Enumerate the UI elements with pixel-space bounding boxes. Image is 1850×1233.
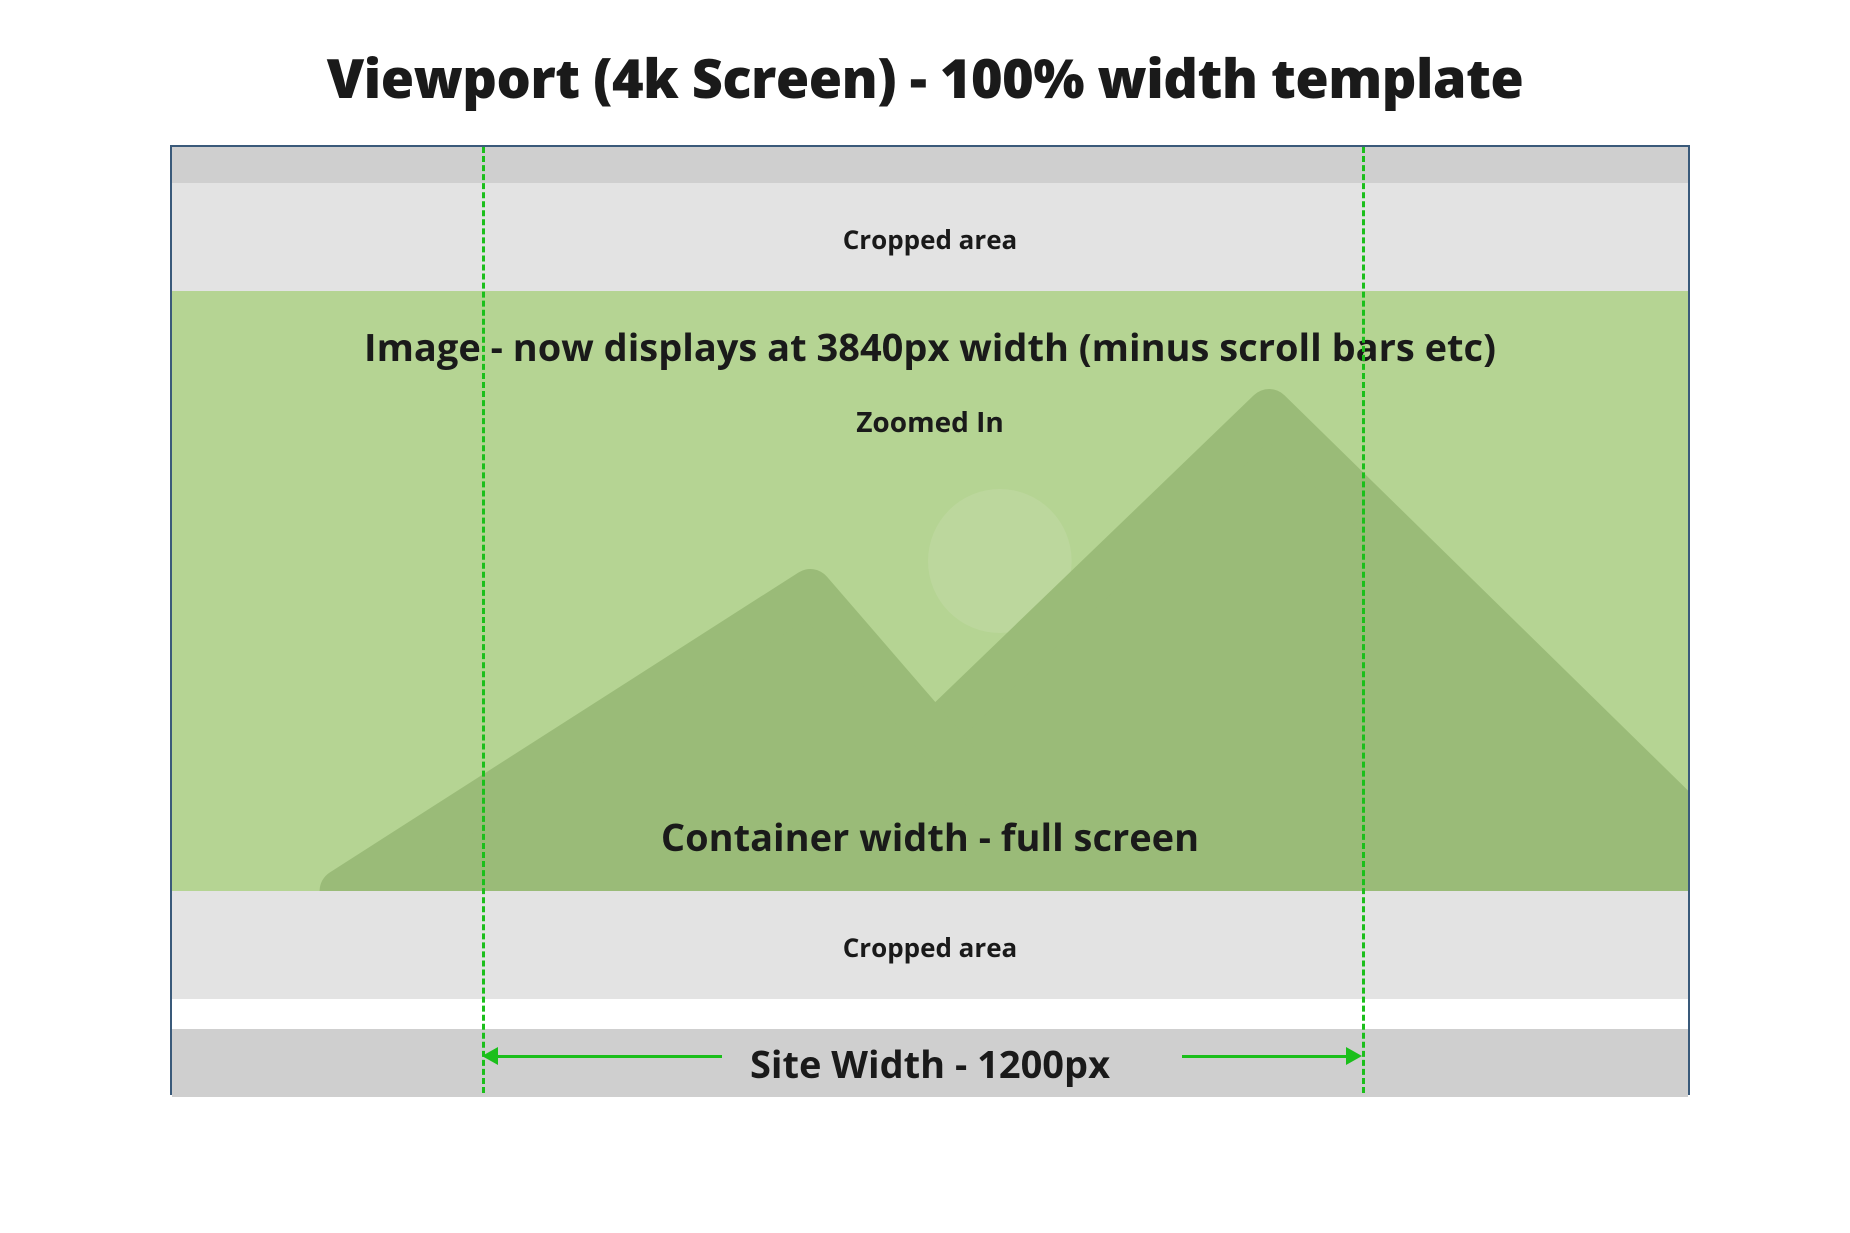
arrow-head-left-icon [482,1047,498,1065]
viewport-frame: Cropped area Image - now displays at 384… [170,145,1690,1095]
zoomed-in-label: Zoomed In [172,403,1688,441]
placeholder-image-icon [172,291,1688,891]
guide-line-left [482,147,485,1093]
diagram-title: Viewport (4k Screen) - 100% width templa… [0,0,1850,114]
band-bottom-thin-white [172,999,1688,1029]
cropped-area-label-top: Cropped area [172,221,1688,257]
band-top-cropped: Cropped area [172,183,1688,291]
arrow-head-right-icon [1346,1047,1362,1065]
band-bottom-thin-gray: Site Width - 1200px [172,1029,1688,1097]
band-top-thin-gray [172,147,1688,183]
arrow-line-right [1182,1055,1348,1058]
image-width-label: Image - now displays at 3840px width (mi… [172,321,1688,373]
container-width-label: Container width - full screen [172,811,1688,863]
band-image: Image - now displays at 3840px width (mi… [172,291,1688,891]
site-width-label: Site Width - 1200px [172,1038,1688,1090]
arrow-line-left [496,1055,722,1058]
guide-line-right [1362,147,1365,1093]
band-bottom-cropped: Cropped area [172,891,1688,999]
cropped-area-label-bottom: Cropped area [172,929,1688,965]
